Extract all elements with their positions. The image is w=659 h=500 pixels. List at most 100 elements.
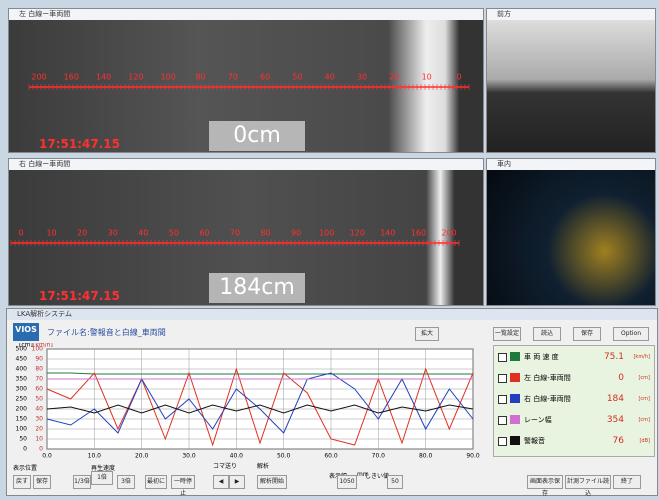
ruler-label: 120 (128, 73, 143, 82)
control-button[interactable]: 1/3倍 (73, 475, 91, 489)
legend-value: 76 (612, 436, 624, 446)
ruler-label: 80 (260, 229, 270, 238)
control-button[interactable]: 3倍 (117, 475, 135, 489)
series-line (46, 367, 474, 447)
control-button[interactable]: 50 (387, 475, 403, 489)
ruler-label: 20 (389, 73, 399, 82)
legend-name: レーン幅 (524, 416, 552, 424)
control-label: 表示位置 (13, 465, 38, 472)
y-tick-label: 100 (16, 426, 28, 433)
ruler-label: 200 (441, 229, 456, 238)
legend-row: 左 白線-車両間 0 [cm] (498, 371, 650, 385)
x-tick-label: 70.0 (372, 453, 386, 460)
ruler-label: 140 (96, 73, 111, 82)
distance-readout: 184cm (209, 273, 305, 303)
checkbox[interactable] (498, 395, 507, 404)
ruler-label: 160 (411, 229, 426, 238)
checkbox[interactable] (498, 437, 507, 446)
chart: 0 50 100 150 200 250 300 350 400 450 500 0 10 20 30 40 5… (16, 343, 480, 460)
legend-swatch (510, 352, 520, 361)
control-button[interactable]: 1倍 (91, 471, 113, 485)
legend-name: 警報音 (524, 437, 545, 445)
y2-tick-label: 50 (35, 396, 43, 403)
ruler-label: 0 (456, 73, 461, 82)
ruler-label: 40 (325, 73, 335, 82)
control-button[interactable]: 戻す (13, 475, 31, 489)
control-button[interactable]: 解析開始 (257, 475, 287, 489)
y-tick-label: 200 (16, 406, 28, 413)
y-tick-label: 300 (16, 386, 28, 393)
control-button[interactable]: ▶ (229, 475, 245, 489)
legend-swatch (510, 394, 520, 403)
logo: VIOS (13, 323, 39, 341)
toolbar-button[interactable]: Option (613, 327, 649, 341)
y-tick-label: 400 (16, 366, 28, 373)
ruler: 200 160 140 120 100 80 70 60 50 40 30 20 10 0 (28, 73, 470, 90)
control-label: 解析 (257, 463, 270, 470)
y-tick-label: 0 (23, 446, 27, 453)
control-label: mm (357, 471, 369, 478)
window-title: 車内 (487, 159, 655, 170)
y-tick-label: 450 (16, 356, 28, 363)
legend-row: レーン幅 354 [cm] (498, 413, 650, 427)
control-button[interactable]: 1050 (337, 475, 357, 489)
ruler-label: 10 (422, 73, 432, 82)
toolbar-button[interactable]: 読込 (533, 327, 561, 341)
legend-value: 0 (618, 373, 624, 383)
control-button[interactable]: 画面表示保存 (527, 475, 563, 497)
distance-readout: 0cm (209, 121, 305, 151)
x-tick-label: 60.0 (324, 453, 338, 460)
control-button[interactable]: 終了 (613, 475, 641, 489)
right-cam-window: 右 白線ー車両間 0 10 20 30 40 50 60 70 80 90 100 120 140 160… (8, 158, 484, 306)
legend-swatch (510, 436, 520, 445)
y-tick-label: 150 (16, 416, 28, 423)
front-cam-window: 前方 (486, 8, 656, 153)
zoom-button[interactable]: 拡大 (415, 327, 439, 341)
legend-unit: [cm] (638, 396, 650, 402)
control-button[interactable]: 一時停止 (171, 475, 195, 497)
window-title: 左 白線ー車両間 (9, 9, 483, 20)
x-tick-label: 50.0 (277, 453, 291, 460)
ruler-label: 20 (77, 229, 87, 238)
legend-swatch (510, 415, 520, 424)
toolbar-button[interactable]: 一覧設定 (493, 327, 521, 341)
ruler-label: 50 (292, 73, 302, 82)
timestamp: 17:51:47.15 (39, 137, 120, 151)
y2-tick-label: 100 (32, 346, 44, 353)
checkbox[interactable] (498, 416, 507, 425)
y2-tick-label: 40 (35, 406, 43, 413)
y2-tick-label: 80 (35, 366, 43, 373)
control-button[interactable]: 計測ファイル読込 (565, 475, 611, 497)
legend-name: 右 白線-車両間 (524, 395, 571, 403)
checkbox[interactable] (498, 374, 507, 383)
toolbar-button[interactable]: 保存 (573, 327, 601, 341)
window-title: 右 白線ー車両間 (9, 159, 483, 170)
control-button[interactable]: ◀ (213, 475, 229, 489)
legend-name: 左 白線-車両間 (524, 374, 571, 382)
legend-row: 車 両 速 度 75.1 [km/h] (498, 350, 650, 364)
ruler-label: 60 (199, 229, 209, 238)
analysis-window: LKA解析システム VIOS ファイル名:警報音と白線_車両間 拡大 一覧設定読… (6, 308, 658, 497)
y-tick-label: 250 (16, 396, 28, 403)
legend-value: 354 (606, 415, 624, 425)
ruler: 0 10 20 30 40 50 60 70 80 90 100 120 140 160 200 (10, 229, 460, 246)
checkbox[interactable] (498, 353, 507, 362)
control-label: コマ送り (213, 463, 238, 470)
legend-unit: [cm] (638, 417, 650, 423)
control-label: 再生速度 (91, 465, 116, 472)
inside-cam-window: 車内 (486, 158, 656, 306)
legend-swatch (510, 373, 520, 382)
ruler-label: 140 (380, 229, 395, 238)
x-tick-label: 0.0 (42, 453, 52, 460)
control-button[interactable]: 保存 (33, 475, 51, 489)
y2-tick-label: 10 (35, 436, 43, 443)
y2-tick-label: 90 (35, 356, 43, 363)
legend-name: 車 両 速 度 (524, 353, 559, 361)
y2-axis-label: [km/h] (33, 343, 53, 349)
y-tick-label: 350 (16, 376, 28, 383)
ruler-label: 80 (195, 73, 205, 82)
x-tick-label: 20.0 (135, 453, 149, 460)
control-button[interactable]: 最初に (145, 475, 167, 489)
file-name: ファイル名:警報音と白線_車両間 (47, 328, 166, 337)
